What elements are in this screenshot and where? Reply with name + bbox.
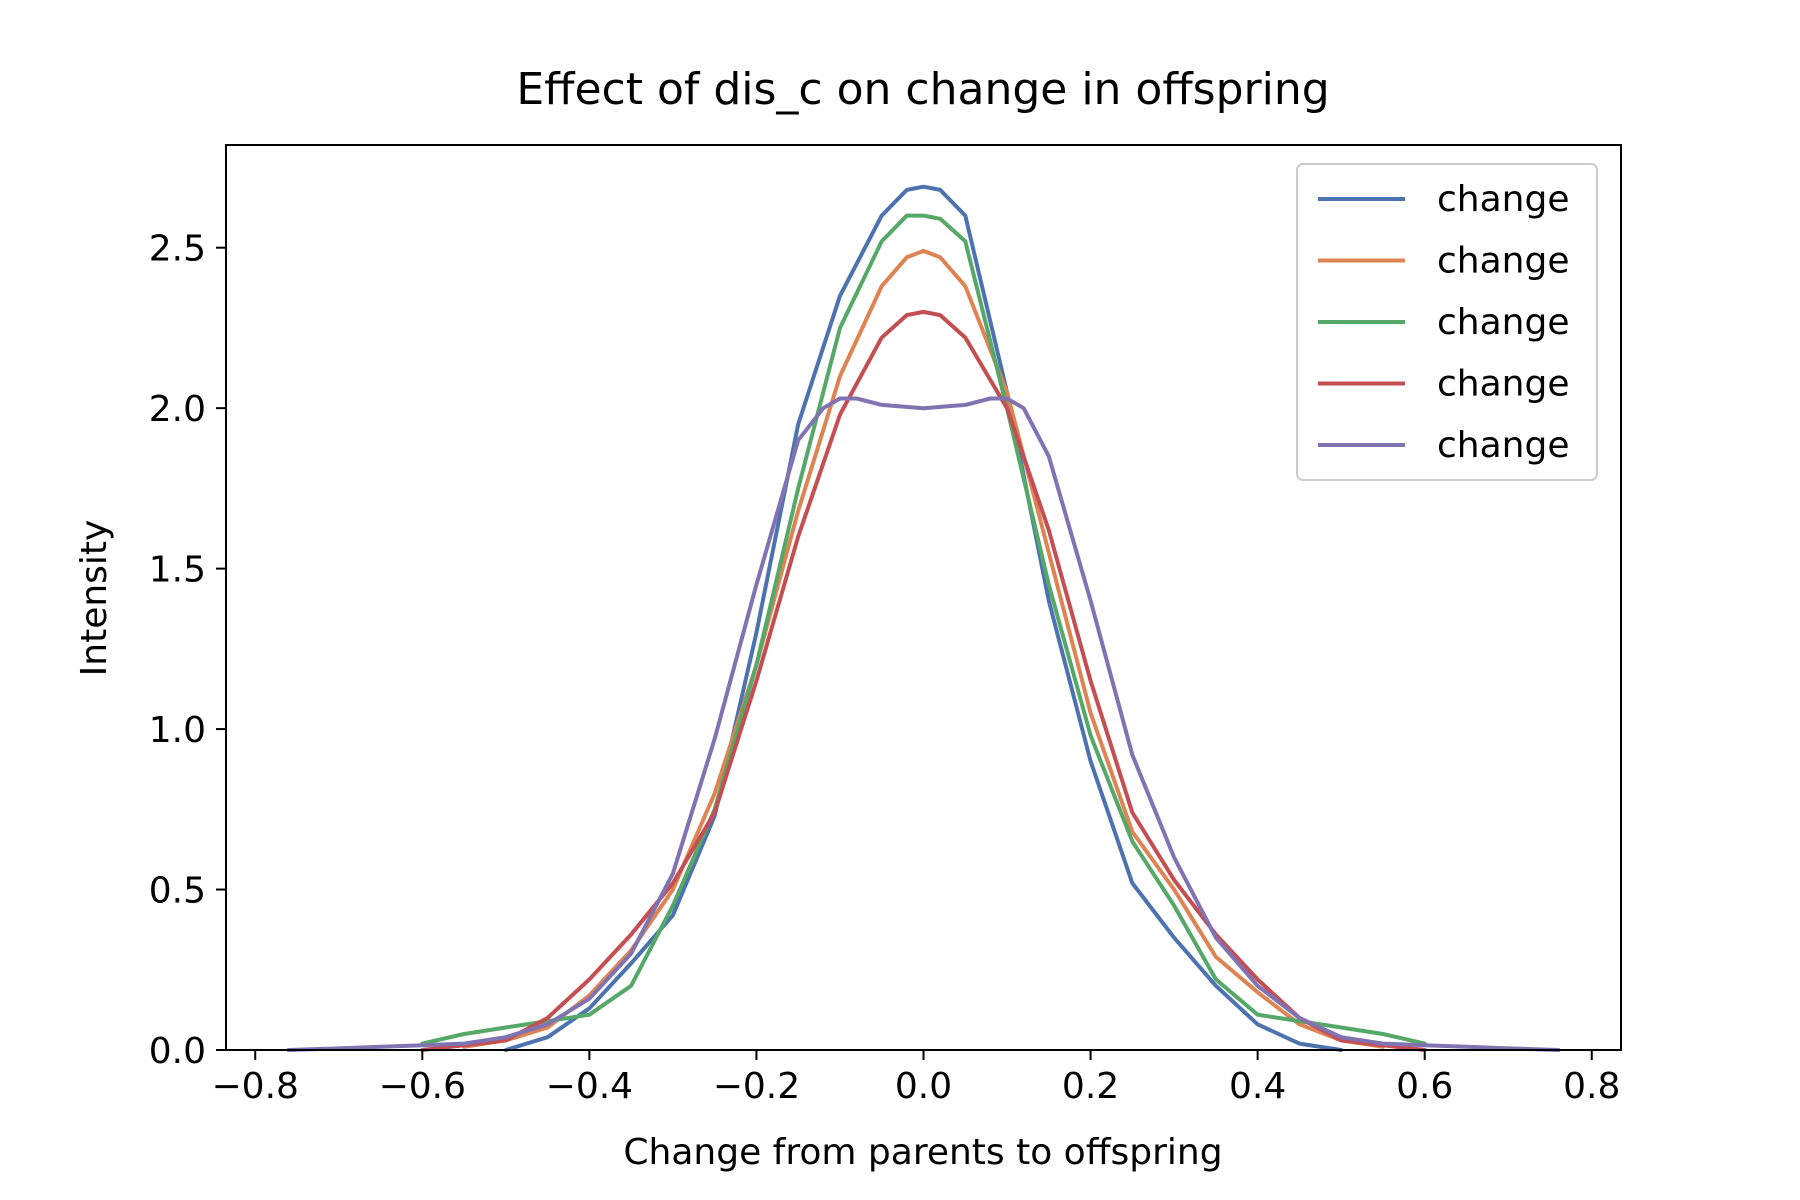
legend-label-5: change — [1437, 425, 1570, 466]
y-tick-label: 0.0 — [149, 1031, 206, 1072]
y-axis-ticks: 0.0 0.5 1.0 1.5 2.0 2.5 — [149, 229, 226, 1072]
legend-label-2: change — [1437, 241, 1570, 282]
y-tick-label: 1.5 — [149, 550, 206, 591]
series-group — [286, 184, 1561, 1052]
x-tick-label: 0.8 — [1563, 1066, 1620, 1107]
x-axis-label: Change from parents to offspring — [623, 1132, 1222, 1173]
y-tick-label: 2.5 — [149, 229, 206, 270]
x-tick-label: 0.2 — [1062, 1066, 1119, 1107]
y-tick-label: 2.0 — [149, 389, 206, 430]
x-tick-label: −0.6 — [379, 1066, 466, 1107]
series-line-5 — [286, 396, 1561, 1052]
series-line-3 — [420, 213, 1427, 1046]
legend: change change change change change — [1296, 163, 1598, 481]
x-tick-label: 0.4 — [1229, 1066, 1286, 1107]
y-tick-label: 0.5 — [149, 871, 206, 912]
x-tick-label: 0.0 — [895, 1066, 952, 1107]
x-axis-ticks: −0.8 −0.6 −0.4 −0.2 0.0 0.2 0.4 0.6 0.8 — [212, 1050, 1620, 1107]
y-tick-label: 1.0 — [149, 710, 206, 751]
legend-label-4: change — [1437, 364, 1570, 405]
x-tick-label: −0.8 — [212, 1066, 299, 1107]
y-axis-label: Intensity — [74, 520, 115, 677]
legend-frame — [1296, 163, 1598, 481]
legend-label-1: change — [1437, 179, 1570, 220]
x-tick-label: 0.6 — [1396, 1066, 1453, 1107]
x-tick-label: −0.2 — [713, 1066, 800, 1107]
chart-title: Effect of dis_c on change in offspring — [516, 64, 1329, 115]
legend-label-3: change — [1437, 302, 1570, 343]
x-tick-label: −0.4 — [546, 1066, 633, 1107]
